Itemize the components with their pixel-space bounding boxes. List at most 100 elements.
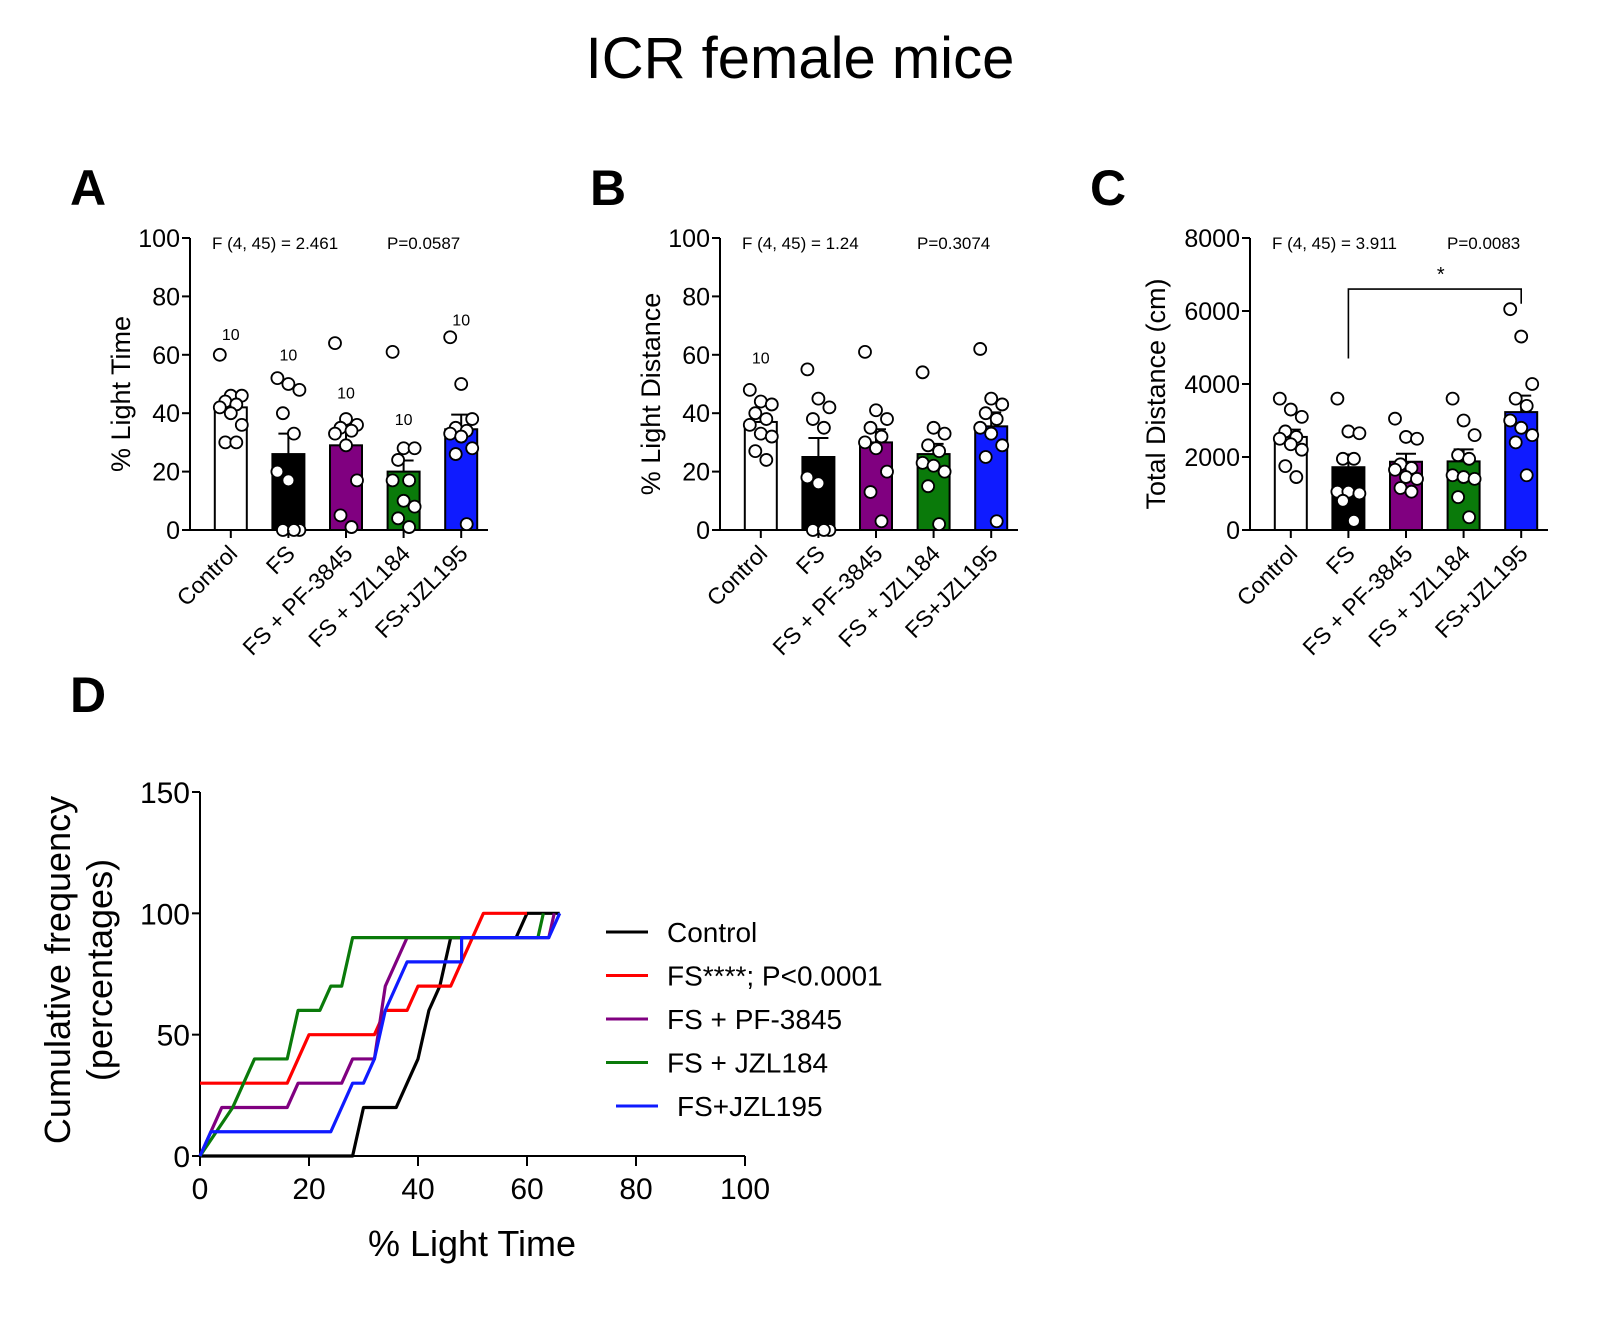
data-point <box>932 444 946 459</box>
data-point <box>391 453 406 467</box>
x-tick-label: 80 <box>619 1173 652 1206</box>
data-point <box>465 412 480 426</box>
data-point <box>212 400 227 415</box>
data-point <box>1525 428 1540 443</box>
data-point <box>1514 329 1529 344</box>
data-point <box>1404 484 1419 499</box>
n-label: 10 <box>395 412 413 429</box>
panel-letter-d: D <box>70 667 106 723</box>
y-tick-label: 100 <box>138 225 180 253</box>
data-point <box>817 523 831 537</box>
panel-letter-b: B <box>590 160 626 216</box>
data-point <box>1278 459 1293 474</box>
data-point <box>1503 413 1518 428</box>
data-point <box>1352 486 1367 501</box>
data-point <box>937 464 952 479</box>
data-point <box>1330 391 1345 406</box>
data-point <box>926 420 941 435</box>
data-point <box>921 479 935 494</box>
data-point <box>391 511 406 526</box>
data-point <box>328 426 342 441</box>
y-tick-label: 60 <box>682 342 710 370</box>
data-point <box>350 473 364 488</box>
data-point <box>223 406 238 421</box>
data-point <box>764 429 779 444</box>
data-point <box>1456 470 1471 484</box>
n-label: 10 <box>337 386 355 403</box>
data-point <box>1467 428 1482 443</box>
n-label: 10 <box>222 327 240 344</box>
data-point <box>1388 411 1402 426</box>
data-point <box>286 523 301 537</box>
legend-label: FS+JZL195 <box>677 1091 823 1122</box>
data-point <box>984 426 999 441</box>
data-point <box>402 520 417 534</box>
data-point <box>443 426 458 441</box>
data-point <box>1519 398 1534 413</box>
data-point <box>764 397 779 412</box>
legend-label: FS + PF-3845 <box>667 1004 842 1035</box>
panel-letter-c: C <box>1090 160 1126 216</box>
data-point <box>880 464 894 479</box>
panel-b: B 0 20 40 60 80 100 % Light Distance F (4, 45) =… <box>590 160 1018 660</box>
data-point <box>874 514 889 529</box>
data-point <box>1388 462 1402 477</box>
stat-f-label: F (4, 45) = 3.911 <box>1272 234 1397 253</box>
data-point <box>286 426 301 441</box>
n-label: 10 <box>452 313 470 330</box>
x-tick-label: Control <box>172 540 243 611</box>
series-line-0 <box>200 911 560 1158</box>
n-label: 10 <box>752 351 770 368</box>
data-point <box>1525 377 1540 391</box>
data-point <box>759 412 774 426</box>
data-point <box>995 438 1010 453</box>
y-axis-label: % Light Distance <box>636 293 666 496</box>
data-point <box>454 377 469 391</box>
data-point <box>932 517 946 532</box>
data-point <box>292 382 307 397</box>
data-point <box>1272 431 1287 446</box>
data-point <box>328 336 342 351</box>
bar-fs <box>801 456 836 531</box>
data-point <box>1283 437 1298 452</box>
data-point <box>978 406 993 421</box>
data-point <box>1283 402 1298 417</box>
x-tick-label: FS <box>1321 540 1360 579</box>
x-tick-label: 60 <box>510 1173 543 1206</box>
data-point <box>212 347 227 362</box>
data-point <box>344 423 359 438</box>
data-point <box>863 420 878 435</box>
data-point <box>270 371 285 386</box>
stat-f-label: F (4, 45) = 2.461 <box>212 234 338 253</box>
data-point <box>459 517 474 532</box>
x-tick-label: FS <box>261 540 300 579</box>
y-tick-label: 20 <box>682 459 710 487</box>
y-tick-label: 60 <box>152 342 180 370</box>
y-tick-label: 150 <box>140 777 190 810</box>
data-point <box>1462 451 1476 466</box>
data-point <box>800 362 815 377</box>
y-tick-label: 2000 <box>1184 444 1240 472</box>
y-tick-label: 0 <box>696 517 710 545</box>
data-point <box>385 473 400 488</box>
data-point <box>1514 420 1529 435</box>
data-point <box>270 464 285 479</box>
data-point <box>978 450 993 464</box>
y-tick-label: 6000 <box>1184 298 1240 326</box>
data-point <box>1352 426 1367 441</box>
data-point <box>1456 413 1471 428</box>
y-tick-label: 20 <box>152 459 180 487</box>
data-point <box>921 438 935 453</box>
data-point <box>863 485 878 499</box>
data-point <box>806 412 820 426</box>
data-point <box>759 453 774 467</box>
data-point <box>753 426 768 441</box>
y-tick-label: 80 <box>682 283 710 311</box>
y-tick-label: 0 <box>166 517 180 545</box>
data-point <box>822 400 837 415</box>
data-point <box>234 417 249 432</box>
data-point <box>1399 430 1413 444</box>
data-point <box>858 435 872 450</box>
stat-p-label: P=0.3074 <box>917 234 990 253</box>
